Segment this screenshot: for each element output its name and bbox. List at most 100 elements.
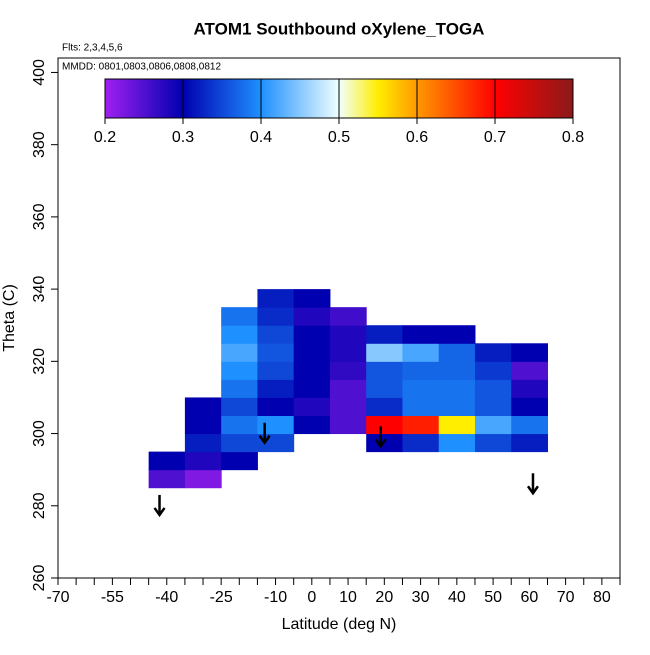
y-tick-label: 300 xyxy=(31,420,48,447)
chart-title: ATOM1 Southbound oXylene_TOGA xyxy=(194,19,485,38)
heat-cell xyxy=(257,379,295,398)
x-tick-label: 0 xyxy=(307,589,316,606)
heat-cell xyxy=(438,415,476,435)
heat-cell xyxy=(257,325,295,344)
heat-cell xyxy=(511,361,548,380)
heat-cell xyxy=(366,397,403,416)
x-tick-label: -40 xyxy=(155,589,178,606)
heat-cell xyxy=(257,361,295,380)
heat-cell xyxy=(402,433,440,453)
heat-cell xyxy=(474,379,512,398)
colorbar-tick-label: 0.2 xyxy=(94,129,116,146)
x-tick-label: 40 xyxy=(448,589,466,606)
heat-cell xyxy=(257,397,295,416)
colorbar-tick-label: 0.5 xyxy=(328,129,350,146)
heat-cell xyxy=(438,379,476,398)
y-tick-label: 280 xyxy=(31,492,48,519)
heat-cell xyxy=(511,343,548,362)
heat-cell xyxy=(329,361,367,380)
plot-frame xyxy=(57,57,621,579)
colorbar-tick-label: 0.8 xyxy=(562,129,584,146)
heat-cell xyxy=(257,307,295,326)
y-tick-label: 360 xyxy=(31,203,48,230)
x-tick-label: -55 xyxy=(101,589,124,606)
heat-cell xyxy=(221,361,258,380)
x-axis-label: Latitude (deg N) xyxy=(282,616,397,633)
heat-cell xyxy=(402,361,440,380)
heat-cell xyxy=(184,433,222,453)
arrow xyxy=(374,426,387,449)
heat-cell xyxy=(293,397,331,416)
x-tick-label: -25 xyxy=(210,589,233,606)
heat-cell xyxy=(293,289,331,308)
heat-cell xyxy=(366,361,403,380)
heat-cell xyxy=(402,379,440,398)
heat-cell xyxy=(511,379,548,398)
heat-cell xyxy=(474,343,512,362)
y-tick-label: 380 xyxy=(31,131,48,158)
arrow xyxy=(526,473,539,496)
heat-cell xyxy=(366,415,403,435)
arrow-head xyxy=(526,485,539,496)
arrow-head xyxy=(258,434,271,445)
y-axis-label: Theta (C) xyxy=(1,284,18,352)
x-tick-label: 30 xyxy=(412,589,430,606)
heat-cell xyxy=(474,361,512,380)
heat-cell xyxy=(438,343,476,362)
heat-cell xyxy=(438,433,476,453)
heat-cell xyxy=(184,415,222,435)
heat-cell xyxy=(221,433,258,453)
heat-cell xyxy=(221,415,258,435)
heat-cell xyxy=(366,343,403,362)
heat-cell xyxy=(438,361,476,380)
heat-cell xyxy=(511,415,548,435)
x-tick-label: 50 xyxy=(484,589,502,606)
heat-cell xyxy=(402,397,440,416)
heat-cell xyxy=(329,343,367,362)
heat-cell xyxy=(257,415,295,435)
x-tick-label: -10 xyxy=(264,589,287,606)
heat-cell xyxy=(257,433,295,453)
note: Flts: 2,3,4,5,6 xyxy=(62,43,123,54)
arrow xyxy=(258,422,271,445)
heat-cell xyxy=(221,451,258,471)
x-tick-label: 80 xyxy=(593,589,611,606)
heat-cell xyxy=(221,379,258,398)
note: MMDD: 0801,0803,0806,0808,0812 xyxy=(62,62,221,73)
y-tick-label: 260 xyxy=(31,565,48,592)
heat-cell xyxy=(511,397,548,416)
y-tick-label: 320 xyxy=(31,348,48,375)
heat-cell xyxy=(293,415,331,435)
heat-cell xyxy=(438,325,476,344)
x-tick-label: 60 xyxy=(520,589,538,606)
heat-cell xyxy=(148,469,186,489)
arrow xyxy=(153,494,166,518)
colorbar-tick-label: 0.3 xyxy=(172,129,194,146)
heat-cell xyxy=(293,379,331,398)
heat-cell xyxy=(511,433,548,453)
heat-cell xyxy=(257,343,295,362)
heat-cell xyxy=(366,325,403,344)
heat-cell xyxy=(329,397,367,416)
heat-cell xyxy=(184,451,222,471)
heat-cell xyxy=(474,415,512,435)
heat-cell xyxy=(221,307,258,326)
heat-cell xyxy=(184,469,222,489)
heat-cell xyxy=(257,289,295,308)
heat-cell xyxy=(148,451,186,471)
arrow-head xyxy=(374,438,387,449)
heat-cell xyxy=(184,397,222,416)
heat-cell xyxy=(329,307,367,326)
colorbar-tick-label: 0.4 xyxy=(250,129,272,146)
heat-cell xyxy=(402,325,440,344)
x-tick-label: 20 xyxy=(375,589,393,606)
heat-cell xyxy=(474,433,512,453)
heat-cell xyxy=(329,379,367,398)
heat-cell xyxy=(438,397,476,416)
heat-cell xyxy=(366,379,403,398)
heat-cell xyxy=(221,343,258,362)
x-tick-label: 70 xyxy=(557,589,575,606)
heat-cell xyxy=(474,397,512,416)
colorbar-tick-label: 0.7 xyxy=(484,129,506,146)
